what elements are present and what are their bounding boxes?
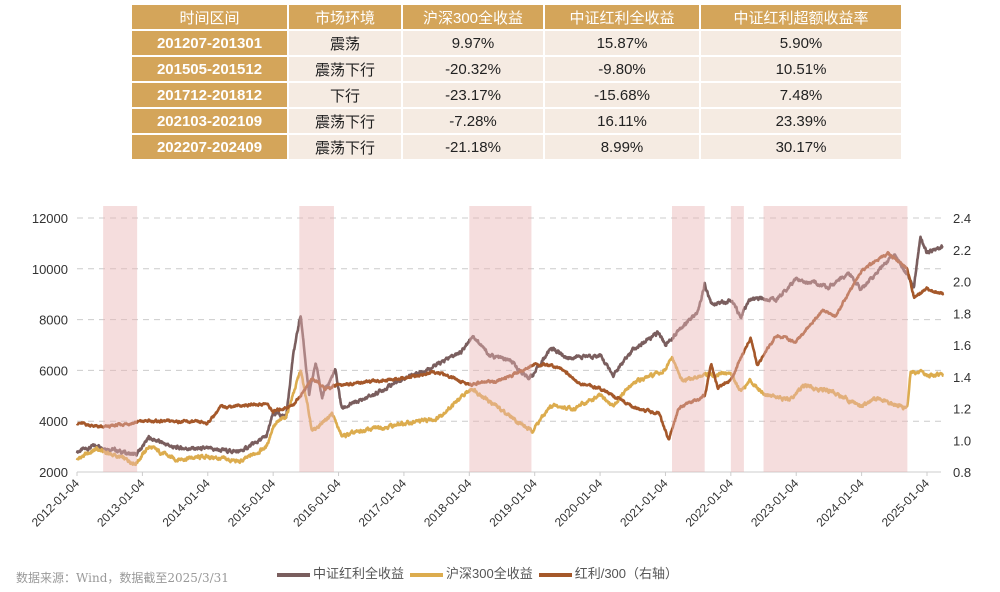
x-tick-label: 2023-01-04 bbox=[748, 476, 802, 530]
legend-item-ratio: 红利/300（右轴） bbox=[538, 563, 679, 582]
y2-tick-label: 2.4 bbox=[953, 211, 971, 226]
y-tick-label: 10000 bbox=[32, 262, 68, 277]
cell-excess: 23.39% bbox=[701, 109, 901, 133]
series-line-ratio bbox=[75, 251, 945, 441]
x-tick-label: 2018-01-04 bbox=[421, 476, 475, 530]
x-tick-label: 2024-01-04 bbox=[813, 476, 867, 530]
line-chart: 2000 4000 6000 8000 10000 12000 0.8 1.0 1.2 1.4 1.… bbox=[29, 206, 971, 530]
series-line-dividend bbox=[75, 235, 945, 457]
legend-label: 沪深300全收益 bbox=[446, 566, 533, 581]
header-period: 时间区间 bbox=[132, 5, 287, 29]
header-market: 市场环境 bbox=[289, 5, 401, 29]
legend-swatch bbox=[277, 572, 310, 577]
table-header-row: 时间区间 市场环境 沪深300全收益 中证红利全收益 中证红利超额收益率 bbox=[132, 5, 901, 29]
x-tick-label: 2016-01-04 bbox=[290, 476, 344, 530]
shaded-period bbox=[103, 206, 138, 472]
x-tick-label: 2020-01-04 bbox=[552, 476, 606, 530]
table-row: 201207-201301 震荡 9.97% 15.87% 5.90% bbox=[132, 31, 901, 55]
y2-tick-label: 1.4 bbox=[953, 370, 971, 385]
shaded-period bbox=[730, 206, 744, 472]
y2-tick-label: 1.6 bbox=[953, 338, 971, 353]
y-tick-label: 6000 bbox=[39, 363, 68, 378]
cell-market: 震荡下行 bbox=[289, 135, 401, 159]
legend-label: 红利/300（右轴） bbox=[574, 566, 679, 581]
cell-period: 201505-201512 bbox=[132, 57, 287, 81]
y2-tick-label: 2.0 bbox=[953, 275, 971, 290]
source-note: 数据来源：Wind，数据截至2025/3/31 bbox=[16, 571, 229, 585]
shaded-period bbox=[672, 206, 705, 472]
table-row: 201505-201512 震荡下行 -20.32% -9.80% 10.51% bbox=[132, 57, 901, 81]
y2-tick-label: 2.2 bbox=[953, 243, 971, 258]
table-row: 201712-201812 下行 -23.17% -15.68% 7.48% bbox=[132, 83, 901, 107]
legend-swatch bbox=[410, 572, 444, 577]
shaded-period bbox=[469, 206, 532, 472]
cell-dividend: 8.99% bbox=[545, 135, 699, 159]
cell-period: 201712-201812 bbox=[132, 83, 287, 107]
x-tick-label: 2015-01-04 bbox=[225, 476, 279, 530]
y2-tick-label: 1.0 bbox=[953, 433, 971, 448]
legend-item-hs300: 沪深300全收益 bbox=[410, 563, 533, 582]
y-tick-label: 2000 bbox=[39, 465, 68, 480]
returns-table: 时间区间 市场环境 沪深300全收益 中证红利全收益 中证红利超额收益率 201… bbox=[130, 3, 903, 161]
cell-hs300: -23.17% bbox=[403, 83, 543, 107]
cell-dividend: 16.11% bbox=[545, 109, 699, 133]
x-tick-label: 2014-01-04 bbox=[160, 476, 214, 530]
x-tick-label: 2013-01-04 bbox=[94, 476, 148, 530]
x-tick-label: 2012-01-04 bbox=[29, 476, 83, 530]
cell-market: 震荡 bbox=[289, 31, 401, 55]
cell-excess: 10.51% bbox=[701, 57, 901, 81]
cell-period: 201207-201301 bbox=[132, 31, 287, 55]
cell-excess: 7.48% bbox=[701, 83, 901, 107]
y2-tick-label: 0.8 bbox=[953, 465, 971, 480]
legend: 中证红利全收益 沪深300全收益 红利/300（右轴） bbox=[277, 563, 678, 582]
cell-hs300: -7.28% bbox=[403, 109, 543, 133]
series-line-hs300 bbox=[75, 355, 945, 467]
cell-hs300: -20.32% bbox=[403, 57, 543, 81]
cell-dividend: -15.68% bbox=[545, 83, 699, 107]
header-excess: 中证红利超额收益率 bbox=[701, 5, 901, 29]
shaded-period bbox=[763, 206, 908, 472]
x-tick-label: 2022-01-04 bbox=[683, 476, 737, 530]
cell-period: 202103-202109 bbox=[132, 109, 287, 133]
legend-label: 中证红利全收益 bbox=[313, 566, 405, 581]
legend-item-dividend: 中证红利全收益 bbox=[277, 563, 404, 582]
table-row: 202103-202109 震荡下行 -7.28% 16.11% 23.39% bbox=[132, 109, 901, 133]
cell-excess: 30.17% bbox=[701, 135, 901, 159]
y-tick-label: 8000 bbox=[39, 313, 68, 328]
cell-market: 震荡下行 bbox=[289, 57, 401, 81]
cell-hs300: 9.97% bbox=[403, 31, 543, 55]
cell-dividend: -9.80% bbox=[545, 57, 699, 81]
y2-tick-label: 1.2 bbox=[953, 402, 971, 417]
cell-hs300: -21.18% bbox=[403, 135, 543, 159]
y2-tick-label: 1.8 bbox=[953, 306, 971, 321]
shaded-period bbox=[299, 206, 334, 472]
x-tick-label: 2025-01-04 bbox=[879, 476, 933, 530]
header-hs300: 沪深300全收益 bbox=[403, 5, 543, 29]
cell-dividend: 15.87% bbox=[545, 31, 699, 55]
cell-period: 202207-202409 bbox=[132, 135, 287, 159]
legend-swatch bbox=[538, 572, 572, 577]
x-tick-label: 2021-01-04 bbox=[617, 476, 671, 530]
cell-market: 下行 bbox=[289, 83, 401, 107]
cell-excess: 5.90% bbox=[701, 31, 901, 55]
header-dividend: 中证红利全收益 bbox=[545, 5, 699, 29]
y-tick-label: 4000 bbox=[39, 414, 68, 429]
x-tick-label: 2017-01-04 bbox=[356, 476, 410, 530]
y-tick-label: 12000 bbox=[32, 211, 68, 226]
table-row: 202207-202409 震荡下行 -21.18% 8.99% 30.17% bbox=[132, 135, 901, 159]
x-tick-label: 2019-01-04 bbox=[487, 476, 541, 530]
cell-market: 震荡下行 bbox=[289, 109, 401, 133]
